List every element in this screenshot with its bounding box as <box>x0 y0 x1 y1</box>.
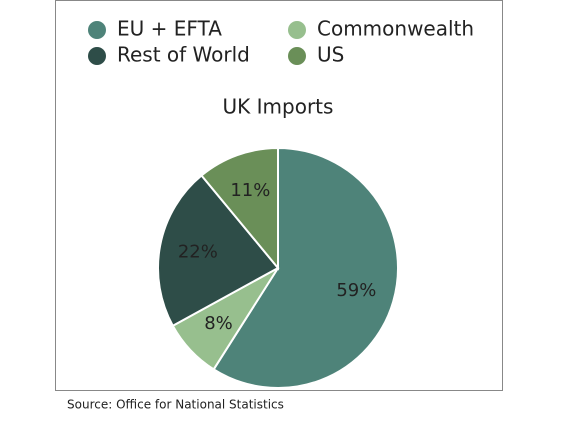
slice-label: 22% <box>178 242 218 263</box>
source-note: Source: Office for National Statistics <box>67 398 284 412</box>
legend-label: Commonwealth <box>317 17 474 41</box>
legend-label: EU + EFTA <box>117 17 222 41</box>
chart-title: UK Imports <box>223 95 334 119</box>
slice-label: 59% <box>336 280 376 301</box>
pie-slice <box>212 146 399 389</box>
slice-label: 11% <box>230 180 270 201</box>
legend-swatch <box>288 47 306 65</box>
legend-swatch <box>88 47 106 65</box>
legend-label: US <box>317 43 344 67</box>
pie-slice <box>200 146 279 271</box>
pie-slice <box>157 174 280 328</box>
legend-swatch <box>288 21 306 39</box>
legend-swatch <box>88 21 106 39</box>
legend-label: Rest of World <box>117 43 250 67</box>
slice-label: 8% <box>204 313 233 334</box>
